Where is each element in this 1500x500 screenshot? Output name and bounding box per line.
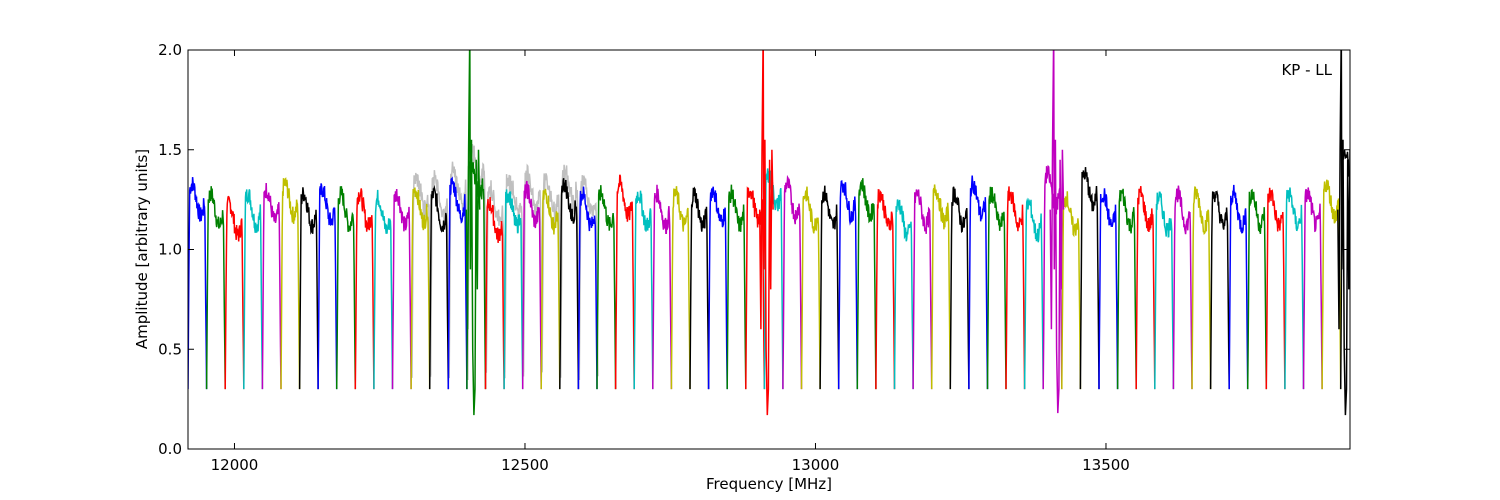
band-series-line xyxy=(1135,186,1156,390)
x-tick-label: 13500 xyxy=(1082,456,1130,474)
background-series-line xyxy=(559,164,581,380)
band-series-line xyxy=(188,177,208,390)
y-axis: 0.0 0.5 1.0 1.5 2.0 xyxy=(158,41,1350,458)
band-series-line xyxy=(335,186,357,390)
band-series-line xyxy=(1154,191,1175,390)
y-tick-label: 1.0 xyxy=(158,241,182,259)
band-series-line xyxy=(689,186,710,390)
band-series-line xyxy=(428,184,450,390)
y-tick-label: 0.5 xyxy=(158,340,182,358)
band-series-line xyxy=(800,186,821,390)
band-series-line xyxy=(540,188,561,390)
x-tick-label: 12500 xyxy=(501,456,549,474)
rfi-spike-line xyxy=(1049,50,1065,414)
band-series-line xyxy=(763,168,784,390)
y-tick-label: 2.0 xyxy=(158,41,182,59)
band-series-line xyxy=(819,185,840,390)
band-series-line xyxy=(1061,191,1082,390)
chart-annotation: KP - LL xyxy=(1281,61,1332,79)
band-series-line xyxy=(503,189,524,390)
band-series-line xyxy=(986,186,1007,390)
band-series-line xyxy=(484,197,505,390)
band-series-line xyxy=(1079,167,1100,390)
band-series-line xyxy=(726,184,747,390)
band-series-line xyxy=(1172,185,1193,390)
band-series-line xyxy=(596,185,617,390)
band-series-line xyxy=(707,186,728,390)
band-series-line xyxy=(205,186,226,390)
band-series-line xyxy=(1228,184,1249,390)
band-series-line xyxy=(633,190,654,390)
band-series-line xyxy=(1302,187,1323,390)
background-series-line xyxy=(504,174,525,373)
band-series-line xyxy=(447,176,468,390)
y-axis-label: Amplitude [arbitrary units] xyxy=(133,149,151,349)
x-axis: 12000 12500 13000 13500 xyxy=(211,50,1130,474)
band-series-line xyxy=(261,182,282,390)
band-series-line xyxy=(1321,179,1342,390)
band-series-line xyxy=(1265,187,1286,390)
band-series-line xyxy=(391,188,412,390)
band-series-line xyxy=(1098,188,1119,390)
band-series-line xyxy=(1209,190,1230,390)
y-tick-label: 1.5 xyxy=(158,141,182,159)
band-series-line xyxy=(243,189,264,390)
background-series-line xyxy=(411,172,432,378)
band-series-line xyxy=(559,178,580,390)
background-series-line xyxy=(429,170,450,379)
band-series-line xyxy=(1191,186,1212,390)
y-tick-label: 0.0 xyxy=(158,440,182,458)
band-series-line xyxy=(1284,187,1305,390)
band-series-line xyxy=(224,195,245,390)
band-series-line xyxy=(1023,197,1044,390)
band-series-line xyxy=(410,187,431,390)
background-series-line xyxy=(541,173,562,373)
x-tick-label: 13000 xyxy=(792,456,840,474)
band-series-line xyxy=(930,184,952,390)
band-series-line xyxy=(1116,188,1137,390)
rfi-spike-line xyxy=(758,50,774,416)
band-series-line xyxy=(856,178,877,390)
band-series-line xyxy=(875,188,896,390)
band-series-line xyxy=(614,174,635,390)
band-series-line xyxy=(968,175,989,390)
background-series-line xyxy=(485,180,506,379)
rfi-spike-line xyxy=(465,50,481,416)
background-series-line xyxy=(578,174,599,380)
band-series-line xyxy=(373,189,394,390)
band-series-line xyxy=(949,186,970,390)
band-series-line xyxy=(521,180,542,390)
band-series-line xyxy=(317,183,338,390)
band-series-line xyxy=(893,199,914,390)
band-series-line xyxy=(652,184,673,390)
band-series-line xyxy=(280,177,301,390)
band-series-line xyxy=(670,186,691,390)
band-series-line xyxy=(782,174,803,390)
band-series-line xyxy=(354,188,375,390)
series-group xyxy=(188,50,1350,416)
band-series-line xyxy=(577,186,598,390)
band-series-line xyxy=(1005,186,1026,390)
band-series-line xyxy=(1246,188,1268,390)
band-series-line xyxy=(298,187,319,390)
x-tick-label: 12000 xyxy=(211,456,259,474)
x-axis-label: Frequency [MHz] xyxy=(706,475,832,493)
band-series-line xyxy=(837,179,859,390)
band-series-line xyxy=(912,189,933,390)
